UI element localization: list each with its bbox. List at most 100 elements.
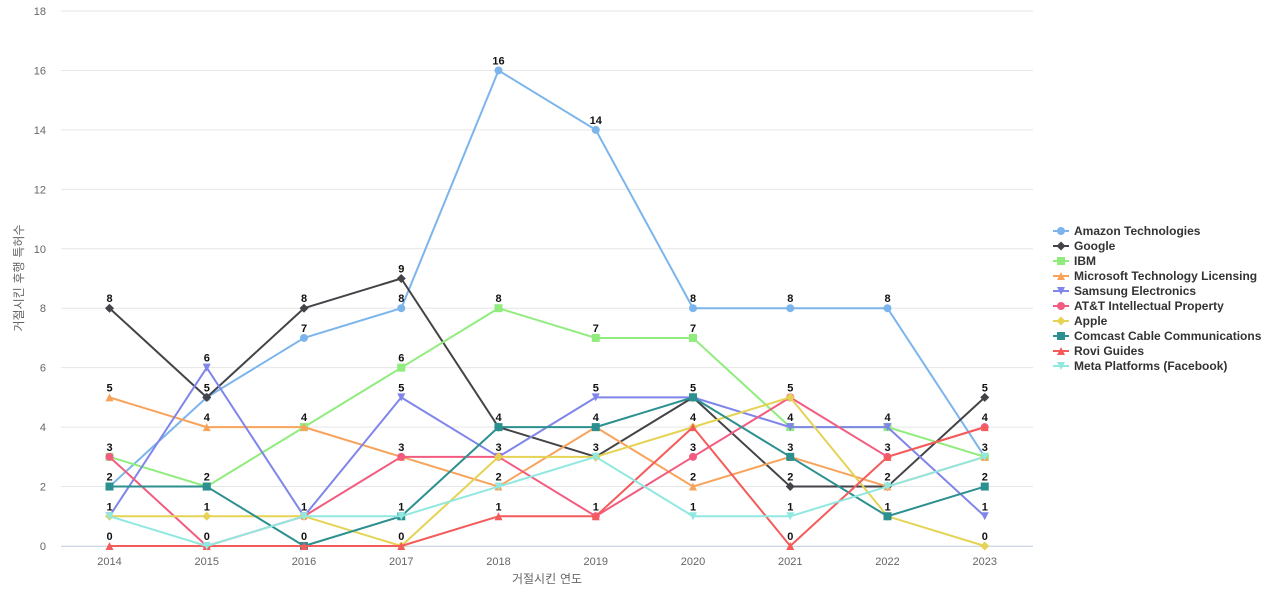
data-point[interactable] xyxy=(591,423,600,432)
data-point[interactable] xyxy=(105,393,114,402)
data-point[interactable] xyxy=(300,423,308,432)
data-point[interactable] xyxy=(397,363,406,372)
data-point[interactable] xyxy=(202,363,211,372)
data-point[interactable] xyxy=(785,482,795,492)
legend-item[interactable]: Apple xyxy=(1053,314,1108,328)
series-ibm xyxy=(105,304,989,491)
data-label: 1 xyxy=(204,501,210,513)
legend-item[interactable]: Microsoft Technology Licensing xyxy=(1053,269,1257,283)
data-point[interactable] xyxy=(689,393,697,402)
data-point[interactable] xyxy=(980,452,989,461)
legend-marker xyxy=(1057,287,1065,295)
data-point[interactable] xyxy=(785,392,795,402)
data-point[interactable] xyxy=(202,542,211,550)
data-label: 2 xyxy=(982,472,988,484)
series-lines xyxy=(105,66,990,551)
data-point[interactable] xyxy=(786,423,795,432)
data-label: 0 xyxy=(301,531,307,543)
data-label: 16 xyxy=(492,55,504,67)
data-point[interactable] xyxy=(494,482,503,491)
data-point[interactable] xyxy=(397,452,406,461)
data-point[interactable] xyxy=(397,393,406,402)
data-point[interactable] xyxy=(202,392,212,402)
data-point[interactable] xyxy=(105,482,114,491)
data-point[interactable] xyxy=(202,511,212,521)
data-label: 6 xyxy=(204,353,210,365)
data-label: 1 xyxy=(301,501,307,513)
data-point[interactable] xyxy=(397,512,406,521)
data-point[interactable] xyxy=(494,452,503,462)
data-point[interactable] xyxy=(980,392,990,402)
data-label: 6 xyxy=(398,353,404,365)
data-point[interactable] xyxy=(202,482,211,491)
data-point[interactable] xyxy=(980,512,989,521)
data-point[interactable] xyxy=(591,393,600,402)
data-label: 3 xyxy=(787,442,793,454)
y-tick-label: 6 xyxy=(40,363,46,375)
data-label: 8 xyxy=(690,293,696,305)
data-point[interactable] xyxy=(883,304,892,313)
data-point[interactable] xyxy=(397,542,406,550)
data-label: 0 xyxy=(106,531,112,543)
legend-item[interactable]: Google xyxy=(1053,239,1116,253)
legend-item[interactable]: Meta Platforms (Facebook) xyxy=(1053,359,1227,373)
data-point[interactable] xyxy=(883,482,892,491)
data-point[interactable] xyxy=(980,541,990,551)
data-point[interactable] xyxy=(300,512,308,521)
data-point[interactable] xyxy=(786,512,795,521)
data-point[interactable] xyxy=(883,512,892,521)
data-label: 3 xyxy=(884,442,890,454)
data-point[interactable] xyxy=(300,333,308,342)
data-point[interactable] xyxy=(689,452,697,461)
data-point[interactable] xyxy=(980,482,989,491)
data-point[interactable] xyxy=(105,512,114,521)
data-label: 2 xyxy=(204,472,210,484)
data-point[interactable] xyxy=(689,423,697,432)
data-point[interactable] xyxy=(883,423,892,432)
legend-item[interactable]: IBM xyxy=(1053,254,1096,268)
data-point[interactable] xyxy=(494,66,503,75)
data-point[interactable] xyxy=(300,542,308,550)
data-point[interactable] xyxy=(591,452,600,461)
data-point[interactable] xyxy=(591,125,600,134)
x-tick-label: 2015 xyxy=(195,556,219,568)
data-point[interactable] xyxy=(883,452,892,461)
data-point[interactable] xyxy=(494,304,503,313)
data-point[interactable] xyxy=(980,423,989,432)
data-point[interactable] xyxy=(689,512,697,521)
data-point[interactable] xyxy=(105,542,114,550)
legend-item[interactable]: Amazon Technologies xyxy=(1053,224,1201,238)
data-point[interactable] xyxy=(591,333,600,342)
x-tick-label: 2018 xyxy=(486,556,510,568)
legend-marker xyxy=(1056,316,1066,326)
data-label: 8 xyxy=(106,293,112,305)
legend-item[interactable]: Samsung Electronics xyxy=(1053,284,1196,298)
data-label: 1 xyxy=(884,501,890,513)
data-point[interactable] xyxy=(299,303,309,313)
data-point[interactable] xyxy=(202,423,211,432)
data-label: 4 xyxy=(593,412,600,424)
data-point[interactable] xyxy=(689,482,697,491)
data-label: 1 xyxy=(593,501,599,513)
data-point[interactable] xyxy=(397,304,406,313)
gridlines xyxy=(61,10,1033,547)
data-point[interactable] xyxy=(396,274,406,283)
data-point[interactable] xyxy=(105,303,114,313)
data-label: 2 xyxy=(495,472,501,484)
data-label: 3 xyxy=(495,442,501,454)
data-label: 4 xyxy=(495,412,502,424)
data-point[interactable] xyxy=(591,512,600,521)
data-point[interactable] xyxy=(786,304,795,313)
legend-item[interactable]: Comcast Cable Communications xyxy=(1053,329,1262,343)
data-point[interactable] xyxy=(786,452,795,461)
data-label: 8 xyxy=(495,293,501,305)
data-point[interactable] xyxy=(786,542,795,550)
legend-item[interactable]: Rovi Guides xyxy=(1053,344,1144,358)
data-point[interactable] xyxy=(494,512,503,521)
data-point[interactable] xyxy=(494,423,503,432)
data-point[interactable] xyxy=(689,333,697,342)
x-axis-title: 거절시킨 연도 xyxy=(512,572,582,586)
data-point[interactable] xyxy=(105,452,114,461)
legend-item[interactable]: AT&T Intellectual Property xyxy=(1053,299,1224,313)
data-point[interactable] xyxy=(689,304,697,313)
